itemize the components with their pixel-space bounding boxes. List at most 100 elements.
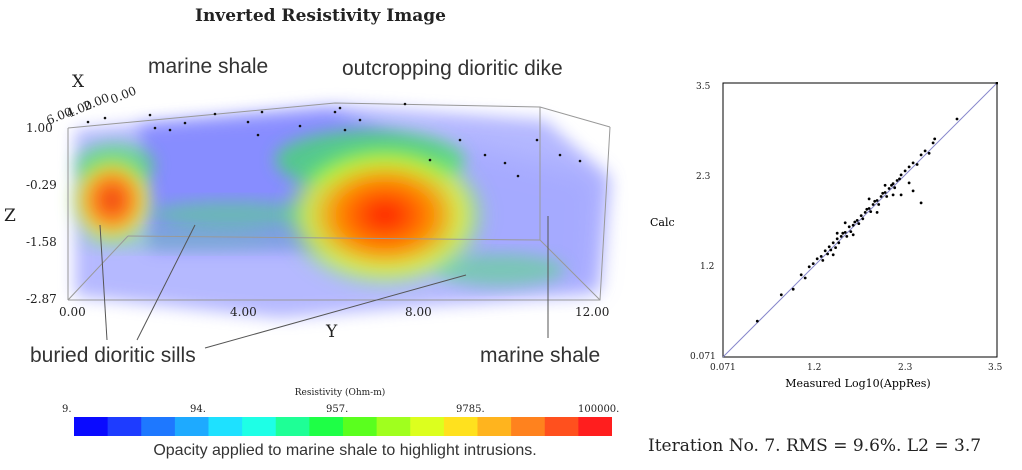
data-point <box>907 181 911 185</box>
data-point <box>893 186 897 190</box>
data-point <box>791 287 795 291</box>
data-point <box>799 273 803 277</box>
scatter-plot <box>722 82 998 358</box>
z-axis-label: Z <box>4 206 16 226</box>
x-axis-label: X <box>72 72 85 92</box>
iteration-summary: Iteration No. 7. RMS = 9.6%. L2 = 3.7 <box>648 436 982 456</box>
data-point <box>875 199 879 202</box>
x-tick-label: 2.3 <box>898 363 913 373</box>
colorbar-tick: 94. <box>190 404 206 415</box>
scatter-x-label: Measured Log10(AppRes) <box>785 377 931 390</box>
data-point <box>865 207 869 211</box>
colorbar-segment <box>343 417 378 436</box>
annotation-outcropping-dike: outcropping dioritic dike <box>342 57 563 80</box>
colorbar <box>74 417 612 436</box>
data-point <box>923 149 927 153</box>
colorbar-title: Resistivity (Ohm-m) <box>294 388 386 398</box>
data-point <box>879 195 883 198</box>
z-tick-label: 1.00 <box>26 121 53 135</box>
y-tick-label: 3.5 <box>696 82 711 92</box>
data-point <box>849 230 853 234</box>
data-point <box>883 191 887 194</box>
data-point <box>955 117 959 121</box>
colorbar-segment <box>376 417 411 436</box>
data-point <box>851 223 855 227</box>
data-point <box>877 203 881 206</box>
colorbar-tick: 100000. <box>578 404 620 415</box>
x-tick-label: 3.5 <box>988 363 1003 373</box>
annotation-buried-sills: buried dioritic sills <box>30 344 196 367</box>
data-point <box>871 203 875 206</box>
colorbar-tick: 9785. <box>456 404 485 415</box>
data-point <box>826 252 829 256</box>
colorbar-segment <box>544 417 579 436</box>
z-tick-label: -1.58 <box>26 235 57 249</box>
colorbar-segment <box>410 417 445 436</box>
annotation-marine-shale-lower: marine shale <box>480 344 601 367</box>
colorbar-segment <box>74 417 109 436</box>
colorbar-tick: 957. <box>326 404 349 415</box>
data-point <box>891 193 895 197</box>
colorbar-segment <box>477 417 512 436</box>
data-point <box>933 137 937 141</box>
data-point <box>831 241 835 245</box>
data-point <box>911 189 915 193</box>
colorbar-segment <box>174 417 210 436</box>
data-point <box>823 249 827 253</box>
annotation-leaders <box>99 216 549 349</box>
colorbar-segment <box>141 417 176 436</box>
data-point <box>927 151 931 155</box>
data-point <box>919 153 923 157</box>
data-point <box>895 179 899 182</box>
data-point <box>807 265 811 269</box>
volume-dike <box>280 140 490 290</box>
colorbar-segment <box>578 417 612 436</box>
data-point <box>835 237 839 241</box>
y-tick-label: 1.2 <box>700 262 715 272</box>
data-point <box>827 245 831 249</box>
data-point <box>873 199 877 203</box>
data-point <box>857 222 861 226</box>
colorbar-segment <box>309 417 344 436</box>
data-point <box>861 217 865 221</box>
data-point <box>911 161 915 165</box>
data-point <box>898 177 901 181</box>
colorbar-segment <box>511 417 546 436</box>
data-point <box>834 246 837 250</box>
data-point <box>755 319 759 323</box>
data-point <box>863 211 867 214</box>
data-point <box>995 82 998 85</box>
data-point <box>811 262 815 265</box>
colorbar-segment <box>242 417 277 436</box>
data-point <box>907 165 911 169</box>
scatter-y-label: Calc <box>650 216 675 229</box>
data-point <box>867 207 871 210</box>
electrode-dots <box>86 102 582 178</box>
colorbar-segment <box>208 417 243 436</box>
colorbar-caption: Opacity applied to marine shale to highl… <box>153 442 537 459</box>
data-point <box>891 182 895 186</box>
data-point <box>831 253 835 257</box>
y-tick-label: 0.00 <box>59 305 86 319</box>
data-point <box>899 173 903 177</box>
y-tick-label: 0.071 <box>690 352 716 362</box>
data-point <box>779 293 783 297</box>
data-point <box>869 210 873 214</box>
data-point <box>829 248 833 252</box>
resistivity-volume <box>67 102 611 349</box>
data-point <box>931 141 935 145</box>
data-point <box>835 231 839 235</box>
figure-title: Inverted Resistivity Image <box>195 6 446 26</box>
data-point <box>843 231 847 234</box>
data-point <box>885 195 889 198</box>
z-tick-label: -0.29 <box>26 178 57 192</box>
z-tick-label: -2.87 <box>26 292 57 306</box>
data-point <box>815 257 819 261</box>
data-point <box>821 259 825 262</box>
data-point <box>855 219 859 222</box>
bounding-box <box>67 102 611 301</box>
data-point <box>803 276 807 280</box>
data-point <box>859 214 863 218</box>
data-point <box>837 241 841 245</box>
volume-sill <box>70 155 154 245</box>
